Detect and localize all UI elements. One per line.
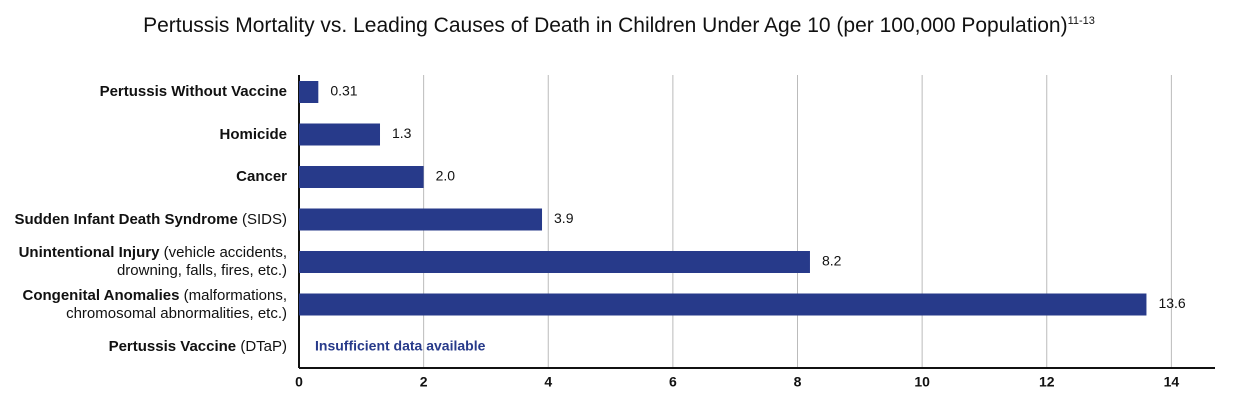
category-label-text: Sudden Infant Death Syndrome (SIDS) xyxy=(14,211,287,229)
x-tick-label: 10 xyxy=(914,374,930,390)
category-detail: (SIDS) xyxy=(242,210,287,228)
category-label-text: Cancer xyxy=(236,168,287,186)
x-tick-label: 0 xyxy=(295,374,303,390)
x-tick-label: 6 xyxy=(669,374,677,390)
category-name: Pertussis Without Vaccine xyxy=(99,83,287,100)
value-label: 8.2 xyxy=(822,253,842,269)
category-label: Homicide xyxy=(12,114,287,156)
value-label: 1.3 xyxy=(392,125,412,141)
category-detail: (malforma­tions, chromosomal abnormaliti… xyxy=(66,286,287,322)
category-name: Pertussis Vaccine xyxy=(108,338,237,355)
category-name: Homicide xyxy=(219,125,287,143)
category-name: Congenital Anomalies xyxy=(22,286,180,304)
category-label-text: Pertussis Without Vaccine xyxy=(100,83,287,101)
category-label-text: Unintentional Injury (vehicle accidents,… xyxy=(12,244,287,280)
bar xyxy=(299,123,381,146)
category-label-text: Congenital Anomalies (malforma­tions, ch… xyxy=(12,286,288,323)
x-tick-label: 2 xyxy=(420,374,428,390)
category-label: Cancer xyxy=(12,156,287,198)
category-label: Pertussis Vaccine (DTaP) xyxy=(12,326,287,368)
category-detail: (vehicle accidents, drowning, falls, fir… xyxy=(116,244,287,279)
category-label: Congenital Anomalies (malforma­tions, ch… xyxy=(12,284,288,326)
bar xyxy=(299,251,810,273)
value-label: 0.31 xyxy=(330,83,357,99)
category-name: Sudden Infant Death Syndrome xyxy=(14,210,238,228)
category-label-text: Homicide xyxy=(219,126,287,144)
category-name: Cancer xyxy=(236,168,287,185)
x-tick-label: 4 xyxy=(544,374,552,390)
category-label: Unintentional Injury (vehicle accidents,… xyxy=(12,241,287,283)
bar xyxy=(299,81,319,103)
title-superscript: 11-13 xyxy=(1067,15,1095,27)
x-tick-label: 14 xyxy=(1164,374,1180,390)
chart-title-block: Pertussis Mortality vs. Leading Causes o… xyxy=(0,14,1238,38)
value-label: 3.9 xyxy=(554,210,574,226)
category-detail: (DTaP) xyxy=(240,338,287,355)
x-tick-label: 8 xyxy=(794,374,802,390)
value-label: 13.6 xyxy=(1158,295,1185,311)
category-label: Pertussis Without Vaccine xyxy=(12,71,287,113)
value-label: 2.0 xyxy=(436,168,456,184)
category-name: Unintentional Injury xyxy=(18,244,160,261)
bar xyxy=(299,293,1147,316)
bar xyxy=(299,208,543,231)
x-tick-label: 12 xyxy=(1039,374,1055,390)
category-label-text: Pertussis Vaccine (DTaP) xyxy=(109,338,287,356)
bar xyxy=(299,166,424,188)
category-label: Sudden Infant Death Syndrome (SIDS) xyxy=(12,199,287,241)
chart-title: Pertussis Mortality vs. Leading Causes o… xyxy=(143,14,1068,37)
annotation: Insufficient data available xyxy=(315,338,486,354)
